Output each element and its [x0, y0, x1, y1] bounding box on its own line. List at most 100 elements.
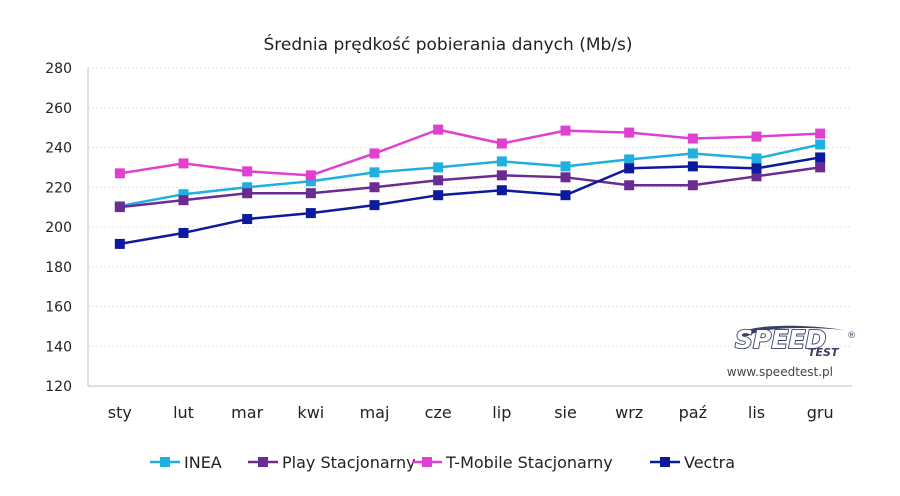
data-point [433, 175, 444, 186]
legend-label: Play Stacjonarny [282, 453, 416, 472]
data-point [178, 227, 189, 238]
data-point [751, 153, 762, 164]
legend-label: Vectra [684, 453, 735, 472]
x-tick-label: wrz [615, 403, 643, 422]
data-point [433, 162, 444, 173]
data-point [178, 195, 189, 206]
data-point [242, 214, 253, 225]
data-point [305, 188, 316, 199]
speedtest-logo: SPEED ® TEST www.speedtest.pl [727, 324, 856, 379]
logo-swoosh [738, 325, 845, 336]
y-tick-label: 120 [45, 379, 72, 395]
x-tick-label: cze [425, 403, 452, 422]
data-point [624, 154, 635, 165]
legend-marker [422, 457, 432, 467]
data-point [687, 133, 698, 144]
data-point [560, 172, 571, 183]
legend-marker [660, 457, 670, 467]
y-tick-label: 200 [45, 220, 72, 236]
x-tick-label: gru [807, 403, 834, 422]
series-line [119, 166, 821, 209]
series-play-stacjonarny [114, 162, 826, 213]
data-point [369, 200, 380, 211]
data-point [815, 128, 826, 139]
data-point [687, 180, 698, 191]
data-point [687, 161, 698, 172]
data-point [751, 163, 762, 174]
y-tick-label: 160 [45, 300, 72, 316]
data-point [178, 158, 189, 169]
x-tick-label: lis [748, 403, 765, 422]
x-tick-label: mar [231, 403, 263, 422]
data-point [751, 131, 762, 142]
data-point [178, 189, 189, 200]
legend-item: T-Mobile Stacjonarny [412, 453, 613, 472]
data-point [560, 125, 571, 136]
series-inea [114, 139, 826, 212]
series-t-mobile-stacjonarny [114, 124, 826, 181]
data-point [433, 190, 444, 201]
y-tick-label: 220 [45, 180, 72, 196]
x-tick-label: sty [108, 403, 132, 422]
data-point [751, 171, 762, 182]
x-tick-label: sie [554, 403, 577, 422]
data-point [369, 148, 380, 159]
legend-marker [258, 457, 268, 467]
legend-marker [160, 457, 170, 467]
legend-label: T-Mobile Stacjonarny [445, 453, 613, 472]
data-point [305, 208, 316, 219]
x-tick-label: maj [360, 403, 390, 422]
data-point [560, 161, 571, 172]
series-layer [114, 124, 826, 249]
legend: INEA Play Stacjonarny T-Mobile Stacjonarny… [150, 453, 735, 472]
y-axis: 120 140 160 180 200 220 240 260 280 [45, 61, 89, 395]
logo-subword: TEST [808, 346, 840, 359]
legend-item: Vectra [650, 453, 735, 472]
data-point [624, 180, 635, 191]
chart-title: Średnia prędkość pobierania danych (Mb/s… [263, 33, 632, 55]
x-tick-label: kwi [297, 403, 324, 422]
data-point [305, 170, 316, 181]
data-point [624, 163, 635, 174]
logo-mark: ® [847, 331, 856, 341]
data-point [114, 202, 125, 213]
x-tick-label: paź [679, 403, 707, 422]
data-point [369, 167, 380, 178]
data-point [242, 188, 253, 199]
data-point [305, 176, 316, 187]
y-tick-label: 260 [45, 101, 72, 117]
logo-word: SPEED [735, 325, 826, 354]
x-tick-label: lip [492, 403, 511, 422]
y-tick-label: 280 [45, 61, 72, 77]
data-point [815, 152, 826, 163]
watermark-url: www.speedtest.pl [727, 365, 833, 379]
data-point [114, 238, 125, 249]
data-point [815, 139, 826, 150]
y-tick-label: 180 [45, 260, 72, 276]
y-tick-label: 240 [45, 141, 72, 157]
y-tick-label: 140 [45, 339, 72, 355]
data-point [815, 162, 826, 173]
data-point [496, 170, 507, 181]
legend-item: Play Stacjonarny [248, 453, 416, 472]
data-point [687, 148, 698, 159]
series-line [119, 128, 821, 177]
legend-item: INEA [150, 453, 222, 472]
data-point [242, 182, 253, 193]
data-point [624, 127, 635, 138]
data-point [560, 190, 571, 201]
data-point [433, 124, 444, 135]
series-line [119, 156, 821, 246]
x-axis: sty lut mar kwi maj cze lip sie wrz paź lis gru [88, 385, 852, 422]
data-point [242, 166, 253, 177]
series-line [119, 143, 821, 208]
data-point [496, 156, 507, 167]
data-point [496, 138, 507, 149]
grid [88, 67, 852, 347]
data-point [114, 168, 125, 179]
legend-label: INEA [184, 453, 222, 472]
x-tick-label: lut [173, 403, 194, 422]
data-point [369, 182, 380, 193]
series-vectra [114, 152, 826, 249]
